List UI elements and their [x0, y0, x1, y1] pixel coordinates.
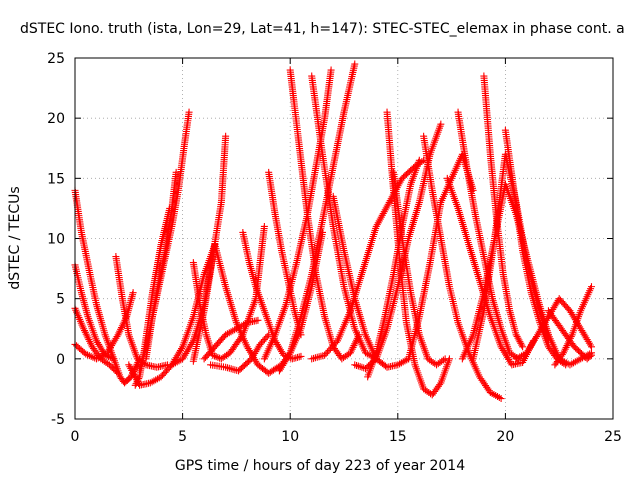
data-point-marker — [415, 156, 423, 164]
series-15 — [265, 168, 305, 339]
series-17 — [275, 60, 359, 375]
series-12 — [200, 316, 262, 363]
data-markers — [71, 60, 595, 403]
data-point-marker — [280, 351, 288, 359]
data-point-marker — [129, 289, 137, 297]
y-tick-label: 10 — [47, 232, 65, 248]
data-point-marker — [351, 60, 359, 68]
data-point-marker — [441, 355, 449, 363]
y-tick-label: -5 — [51, 412, 65, 428]
data-point-marker — [185, 108, 193, 116]
data-point-marker — [110, 355, 118, 363]
data-point-marker — [439, 356, 447, 364]
y-tick-label: 15 — [47, 171, 65, 187]
data-point-marker — [297, 352, 305, 360]
x-tick-label: 10 — [281, 429, 299, 445]
series-7 — [142, 168, 180, 363]
x-tick-label: 15 — [389, 429, 407, 445]
data-point-marker — [106, 353, 114, 361]
data-point-marker — [436, 381, 444, 389]
series-24 — [383, 108, 453, 399]
data-point-marker — [356, 363, 364, 371]
series-2 — [71, 304, 122, 377]
series-25 — [389, 168, 449, 369]
x-tick-label: 5 — [178, 429, 187, 445]
series-33 — [501, 126, 570, 369]
data-point-marker — [254, 316, 262, 324]
x-tick-label: 20 — [496, 429, 514, 445]
data-point-marker — [108, 354, 116, 362]
data-point-marker — [114, 369, 122, 377]
chart-title: dSTEC Iono. truth (ista, Lon=29, Lat=41,… — [20, 21, 625, 37]
data-point-marker — [113, 368, 121, 376]
x-axis-label: GPS time / hours of day 223 of year 2014 — [174, 458, 466, 474]
data-point-marker — [210, 352, 218, 360]
series-26 — [405, 150, 477, 363]
data-point-marker — [354, 362, 362, 370]
data-point-marker — [353, 361, 361, 369]
data-point-marker — [172, 168, 180, 176]
series-13 — [207, 331, 273, 375]
series-10 — [189, 222, 268, 363]
data-point-marker — [260, 222, 268, 230]
data-point-marker — [332, 338, 340, 346]
series-21 — [308, 156, 428, 363]
data-point-marker — [437, 120, 445, 128]
x-tick-label: 25 — [604, 429, 622, 445]
y-axis-label: dSTEC / TECUs — [7, 186, 23, 290]
series-20 — [329, 192, 413, 371]
y-tick-label: 25 — [47, 51, 65, 67]
data-point-marker — [327, 66, 335, 74]
data-point-marker — [222, 132, 230, 140]
series-18 — [286, 66, 363, 363]
series-19 — [308, 72, 380, 363]
y-tick-label: 20 — [47, 111, 65, 127]
data-point-marker — [263, 332, 271, 340]
y-tick-label: 0 — [56, 352, 65, 368]
data-point-marker — [212, 353, 220, 361]
data-point-marker — [351, 361, 359, 369]
axis-ticks: 0 5 10 15 20 25 -5 0 5 10 15 20 25 — [47, 51, 622, 445]
y-tick-label: 5 — [56, 292, 65, 308]
x-tick-label: 0 — [71, 429, 80, 445]
series-8 — [125, 241, 219, 389]
